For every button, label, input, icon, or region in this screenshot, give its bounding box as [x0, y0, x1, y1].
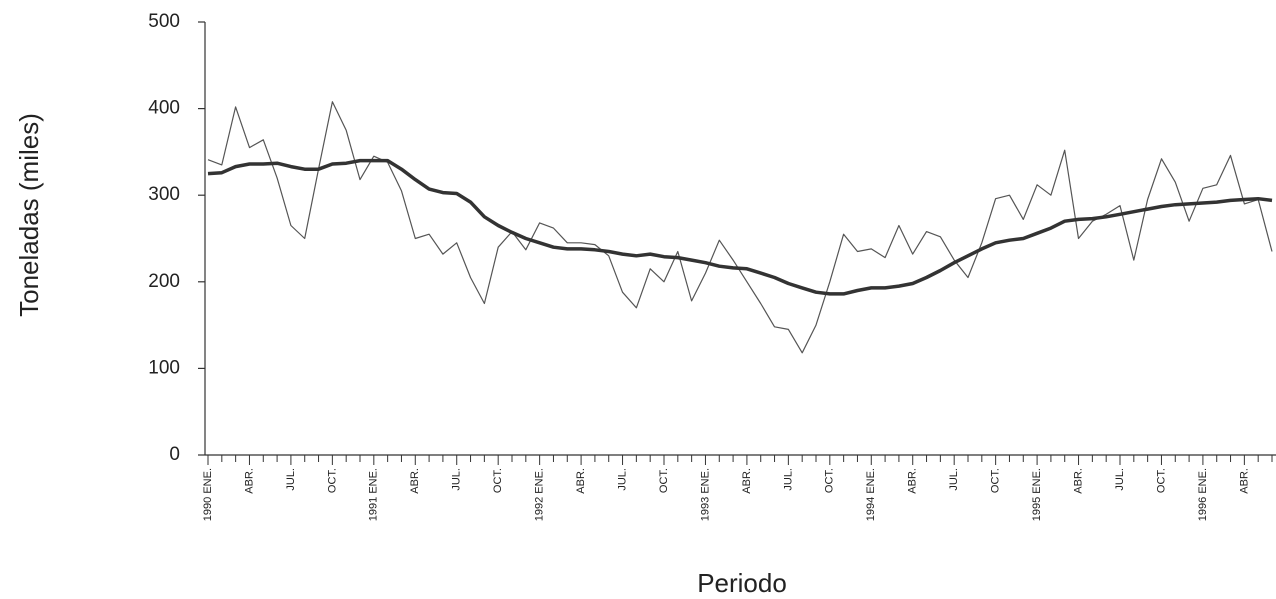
y-tick-label: 100 — [148, 357, 180, 378]
x-tick-label: OCT. — [824, 468, 836, 493]
x-tick-label: JUL. — [948, 468, 960, 491]
x-tick-label: ABR. — [907, 468, 919, 494]
y-tick-label: 500 — [148, 11, 180, 32]
x-tick-label: ABR. — [1072, 468, 1084, 494]
x-tick-label: 1996 ENE. — [1197, 468, 1209, 521]
x-tick-label: JUL. — [285, 468, 297, 491]
y-axis-title: Toneladas (miles) — [14, 113, 44, 317]
x-axis-title: Periodo — [697, 568, 787, 598]
y-tick-label: 200 — [148, 271, 180, 292]
x-tick-label: ABR. — [243, 468, 255, 494]
x-tick-label: 1992 ENE. — [534, 468, 546, 521]
x-tick-label: ABR. — [409, 468, 421, 494]
x-tick-label: 1994 ENE. — [865, 468, 877, 521]
x-tick-label: 1991 ENE. — [368, 468, 380, 521]
x-tick-label: 1993 ENE. — [699, 468, 711, 521]
x-tick-label: 1990 ENE. — [202, 468, 214, 521]
y-tick-label: 300 — [148, 184, 180, 205]
x-tick-label: ABR. — [741, 468, 753, 494]
data-line — [207, 158, 1273, 296]
x-tick-label: OCT. — [990, 468, 1002, 493]
x-tick-label: ABR. — [575, 468, 587, 494]
x-tick-label: JUL. — [782, 468, 794, 491]
y-tick-label: 400 — [148, 98, 180, 119]
x-tick-label: JUL. — [1114, 468, 1126, 491]
x-tick-label: JUL. — [616, 468, 628, 491]
x-tick-label: OCT. — [1155, 468, 1167, 493]
x-tick-label: OCT. — [658, 468, 670, 493]
y-tick-label: 0 — [169, 444, 180, 465]
x-tick-label: OCT. — [326, 468, 338, 493]
x-tick-label: 1995 ENE. — [1031, 468, 1043, 521]
data-line — [207, 101, 1273, 354]
x-tick-label: OCT. — [492, 468, 504, 493]
x-tick-label: ABR. — [1238, 468, 1250, 494]
x-tick-label: JUL. — [451, 468, 463, 491]
